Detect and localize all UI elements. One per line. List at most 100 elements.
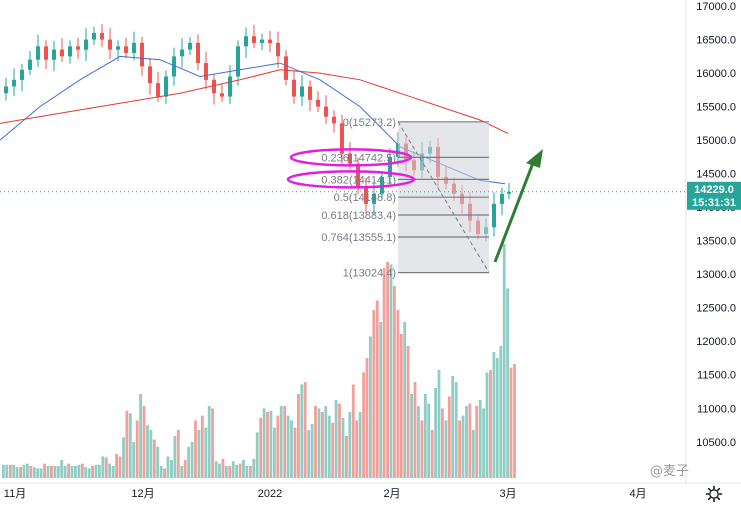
volume-bar bbox=[56, 466, 60, 478]
volume-bar bbox=[297, 394, 300, 478]
volume-bar bbox=[255, 432, 259, 478]
volume-bar bbox=[454, 382, 458, 478]
fib-level-label: 1(13024.4) bbox=[343, 268, 396, 280]
volume-bar bbox=[482, 408, 485, 478]
volume-bar bbox=[183, 460, 187, 478]
price-axis[interactable]: 17000.0 16500.0 16000.0 15500.0 15000.0 14500… bbox=[685, 0, 741, 483]
volume-bar bbox=[403, 322, 407, 478]
volume-bar bbox=[310, 424, 314, 478]
candle-down bbox=[340, 123, 344, 154]
y-tick-label: 12500.0 bbox=[696, 303, 736, 315]
fib-level-label: 0.382(14414.1) bbox=[321, 174, 396, 186]
candle-up bbox=[300, 86, 304, 97]
candle-down bbox=[292, 79, 296, 97]
volume-bar bbox=[362, 372, 365, 478]
candle-up bbox=[260, 39, 264, 43]
candle-up bbox=[388, 156, 392, 177]
candle-down bbox=[204, 63, 208, 80]
candle-down bbox=[196, 42, 200, 63]
candle-down bbox=[268, 39, 272, 43]
volume-bar bbox=[190, 442, 194, 478]
volume-bar bbox=[180, 466, 184, 478]
volume-bar bbox=[163, 468, 166, 478]
volume-bar bbox=[499, 346, 503, 478]
volume-bar bbox=[132, 442, 136, 478]
volume-bar bbox=[262, 408, 266, 478]
volume-bar bbox=[115, 454, 118, 478]
last-price-value: 14229.0 bbox=[694, 184, 734, 196]
volume-bar bbox=[303, 382, 307, 478]
volume-bar bbox=[176, 430, 180, 478]
volume-bar bbox=[50, 466, 53, 478]
volume-bar bbox=[468, 403, 472, 478]
volume-bar bbox=[331, 422, 335, 478]
volume-bar bbox=[152, 439, 156, 478]
x-tick-label: 2月 bbox=[383, 488, 400, 500]
volume-bar bbox=[235, 464, 238, 478]
volume-bar bbox=[410, 394, 413, 478]
volume-bar bbox=[194, 420, 197, 478]
volume-bar bbox=[393, 286, 396, 478]
volume-bar bbox=[197, 430, 201, 478]
candle-up bbox=[4, 86, 8, 94]
volume-bar bbox=[170, 460, 173, 478]
annotations bbox=[0, 148, 686, 263]
fib-level-label: 0(15273.2) bbox=[343, 117, 396, 129]
volume-bar bbox=[87, 468, 91, 478]
x-tick-label: 2022 bbox=[258, 488, 282, 500]
time-axis[interactable]: 11月 12月 2022 2月 3月 4月 bbox=[0, 482, 741, 500]
y-tick-label: 11000.0 bbox=[697, 403, 736, 415]
volume-bar bbox=[475, 406, 479, 478]
volume-bar bbox=[273, 427, 276, 478]
candle-up bbox=[180, 49, 184, 57]
volume-bar bbox=[29, 466, 33, 478]
gear-icon[interactable] bbox=[705, 485, 723, 503]
candle-down bbox=[348, 153, 352, 164]
volume-bar bbox=[74, 466, 77, 478]
y-tick-label: 10500.0 bbox=[696, 437, 736, 449]
volume-bar bbox=[139, 394, 142, 478]
last-price-time: 15:31:31 bbox=[692, 197, 736, 209]
volume-bar bbox=[437, 370, 441, 478]
candle-up bbox=[52, 49, 56, 60]
volume-bar bbox=[492, 352, 496, 478]
candle-up bbox=[372, 193, 376, 204]
volume-bar bbox=[444, 420, 448, 478]
candle-down bbox=[148, 66, 152, 84]
y-tick-label: 11500.0 bbox=[697, 370, 736, 382]
volume-bar bbox=[149, 430, 153, 478]
volume-bar bbox=[314, 406, 317, 478]
y-tick-label: 15500.0 bbox=[696, 102, 736, 114]
volume-bar bbox=[441, 408, 444, 478]
volume-bar bbox=[15, 467, 19, 478]
volume-bar bbox=[413, 382, 417, 478]
volume-bar bbox=[513, 364, 516, 478]
volume-bar bbox=[231, 461, 235, 478]
volume-bar bbox=[465, 406, 468, 478]
volume-bar bbox=[341, 418, 345, 478]
watermark: @麦子 bbox=[650, 464, 689, 479]
volume-bar bbox=[269, 410, 273, 478]
volume-bar bbox=[321, 412, 324, 478]
candle-down bbox=[276, 42, 280, 57]
volume-bar bbox=[128, 413, 132, 478]
volume-bar bbox=[125, 410, 129, 478]
volume-bar bbox=[146, 425, 149, 478]
volume-bar bbox=[399, 334, 403, 478]
y-tick-label: 17000.0 bbox=[696, 1, 736, 13]
volume-bar bbox=[221, 458, 225, 478]
fibonacci-retracement[interactable]: 0(15273.2) 0.236(14742.5) 0.382(14414.1) 0.… bbox=[321, 117, 490, 280]
volume-bar bbox=[200, 415, 204, 478]
candle-up bbox=[132, 42, 136, 53]
volume-bar bbox=[80, 463, 84, 478]
volume-bar bbox=[111, 466, 115, 478]
volume-bar bbox=[228, 466, 232, 478]
volume-bar bbox=[70, 466, 74, 478]
volume-bar bbox=[324, 406, 328, 478]
candle-down bbox=[60, 49, 64, 57]
volume-bar bbox=[290, 420, 293, 478]
volume-bar bbox=[19, 467, 22, 478]
volume-bar bbox=[427, 403, 431, 478]
volume-bar bbox=[485, 372, 489, 478]
